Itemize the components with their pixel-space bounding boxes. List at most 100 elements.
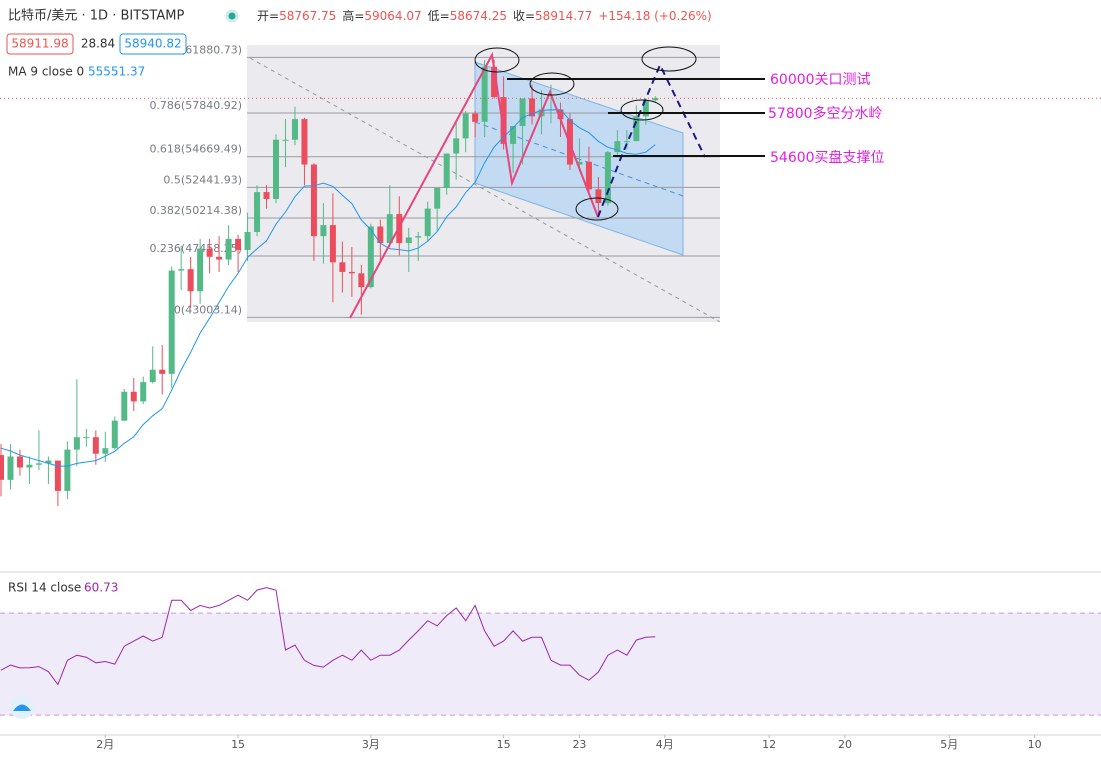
candle-body [529, 98, 536, 117]
candle-body [367, 226, 374, 288]
value: 58914.77 [535, 9, 592, 23]
candle-body [301, 119, 308, 165]
header-bg [0, 0, 690, 30]
candle-body [339, 262, 346, 272]
value: 58674.25 [450, 9, 507, 23]
candle-body [652, 98, 659, 101]
candle-body [111, 420, 118, 449]
candle-body [130, 391, 137, 402]
candle-body [595, 189, 602, 204]
fib-label: 1(61880.73) [174, 43, 242, 56]
candle-body [273, 139, 279, 199]
x-tick-label: 2月 [96, 738, 114, 751]
ellipse [474, 47, 520, 73]
label: 收= [513, 9, 535, 23]
candle-body [585, 161, 592, 190]
ellipse [641, 46, 697, 72]
candle-body [16, 456, 23, 468]
x-tick-label: 12 [762, 738, 776, 751]
annotation: 60000关口测试 [770, 72, 871, 88]
candle-body [244, 232, 251, 250]
annotation: 54600买盘支撑位 [770, 149, 885, 166]
candle-body [149, 369, 156, 383]
candle-body [481, 66, 488, 122]
rsi-legend: RSI 14 close [8, 581, 81, 595]
x-tick-label: 15 [231, 738, 245, 751]
candle-body [102, 448, 109, 454]
change: +154.18 (+0.26%) [598, 9, 711, 23]
fib-label: 0(43003.14) [174, 303, 242, 316]
rsi-value: 60.73 [84, 581, 118, 595]
candle-body [519, 98, 526, 126]
candle-body [291, 119, 298, 140]
candle-body [386, 214, 393, 244]
candle-body [159, 369, 166, 374]
ask-box[interactable] [119, 33, 187, 55]
candle-body [576, 161, 583, 165]
candle-body [453, 138, 460, 154]
candle-body [348, 271, 355, 274]
x-tick-label: 20 [838, 738, 852, 751]
x-tick-label: 10 [1028, 738, 1042, 751]
candle-body [83, 437, 90, 439]
ellipse [529, 72, 575, 96]
ohlc: 开=58767.75 高=59064.07 低=58674.25 收=58914.77… [257, 8, 712, 23]
x-tick-label: 3月 [362, 738, 380, 751]
candle-body [377, 226, 384, 244]
candle-body [121, 391, 128, 421]
candle-body [424, 208, 431, 237]
ellipse [575, 197, 619, 221]
logo-mark [13, 704, 31, 711]
x-tick-label: 4月 [656, 738, 674, 751]
candle-body [35, 463, 42, 465]
ma-legend: MA 9 close 0 [8, 65, 84, 79]
candle-body [140, 382, 147, 402]
candle-body [263, 192, 270, 199]
value: 59064.07 [364, 9, 421, 23]
candle-body [491, 66, 498, 98]
candle-body [405, 237, 412, 244]
candle-body [26, 464, 33, 468]
value: 58767.75 [279, 9, 336, 23]
candle-body [358, 273, 365, 288]
candle-body [282, 139, 289, 141]
candle-body [604, 152, 611, 204]
candle-body [178, 269, 185, 271]
candle-body [415, 236, 422, 238]
trend-line [249, 57, 721, 323]
candle-body [642, 100, 649, 117]
candle-body [54, 460, 61, 491]
candle-body [462, 113, 469, 139]
zigzag [349, 51, 599, 319]
candle-body [73, 437, 80, 450]
ask: 58940.82 [124, 37, 181, 51]
bid: 58911.98 [11, 37, 68, 51]
x-tick-label: 15 [497, 738, 511, 751]
ma-line [0, 109, 656, 467]
candle-body [434, 187, 441, 209]
candle-body [45, 460, 52, 464]
candle-body [510, 125, 517, 144]
candle-body [329, 225, 336, 263]
candle-body [320, 225, 327, 237]
candle-body [187, 269, 194, 292]
candle-body [7, 456, 14, 480]
candle-body [92, 437, 99, 454]
symbol[interactable]: 比特币/美元 · 1D · BITSTAMP [8, 9, 184, 24]
label: 开= [257, 9, 279, 23]
annotation: 57800多空分水岭 [768, 105, 883, 122]
rsi-band [0, 613, 1101, 716]
fib-label: 0.382(50214.38) [149, 204, 242, 217]
candle-body [168, 270, 175, 374]
candle-body [235, 238, 242, 250]
candle-body [254, 192, 261, 233]
x-tick-label: 5月 [940, 738, 958, 751]
candle-body [310, 164, 317, 237]
label: 高= [342, 8, 364, 23]
x-tick-label: 23 [572, 738, 586, 751]
candle-body [206, 248, 213, 257]
fib-label: 0.786(57840.92) [149, 99, 242, 112]
label: 低= [428, 9, 450, 23]
bid-box[interactable] [6, 33, 74, 55]
